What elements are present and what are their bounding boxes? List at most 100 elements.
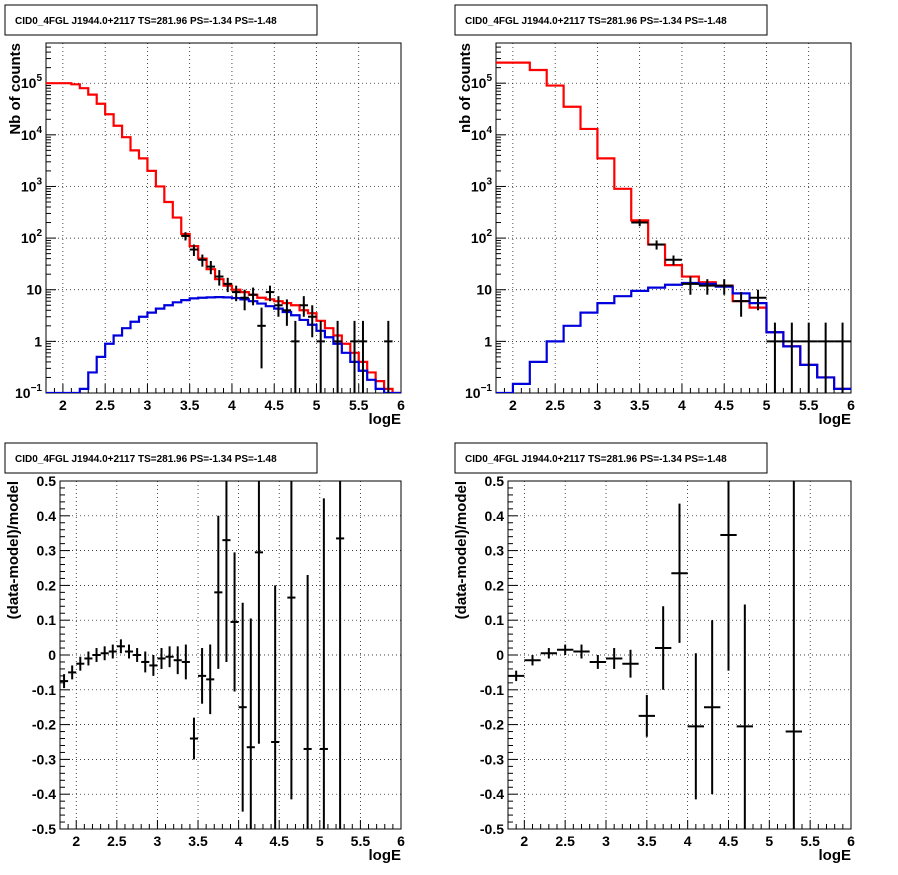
x-axis-title: logE: [819, 847, 852, 864]
residual-point: [84, 651, 93, 666]
residual-point: [92, 648, 101, 662]
residual-point: [655, 606, 672, 690]
y-tick-label: 0.3: [485, 543, 505, 559]
y-tick-label: 0: [496, 647, 504, 663]
residual-point: [638, 695, 655, 737]
residual-point: [704, 620, 721, 795]
y-tick-label: -0.5: [480, 821, 504, 837]
y-tick-label: 0.4: [485, 508, 505, 524]
data-point: [248, 287, 258, 306]
x-tick-label: 4.5: [269, 833, 289, 849]
residual-point: [181, 644, 190, 680]
data-point: [817, 322, 835, 393]
residual-point: [100, 646, 109, 661]
y-tick-label: 0.5: [485, 473, 505, 489]
residual-point: [76, 656, 85, 671]
data-point: [240, 289, 249, 311]
residual-point: [687, 653, 704, 800]
residual-point: [149, 655, 158, 676]
residual-point: [589, 655, 606, 669]
x-tick-label: 2: [72, 833, 80, 849]
y-tick-label: 102: [471, 228, 493, 246]
x-tick-label: 3.5: [180, 397, 200, 413]
y-axis-ticks: [60, 480, 70, 830]
y-axis-title: nb of counts: [457, 43, 474, 133]
y-tick-label: 104: [21, 125, 43, 143]
y-tick-label: 10−1: [15, 383, 42, 401]
residual-point: [116, 639, 125, 654]
title-box: [454, 442, 768, 474]
x-tick-label: 2.5: [545, 397, 565, 413]
y-tick-label: 0: [48, 647, 56, 663]
x-tick-label: 5: [765, 833, 773, 849]
x-tick-label: 4: [678, 397, 686, 413]
data-point: [215, 270, 224, 286]
x-tick-label: 5.5: [351, 833, 371, 849]
residual-point: [736, 604, 753, 829]
data-point: [274, 296, 283, 317]
data-layer: [46, 82, 401, 393]
y-tick-label: 10−1: [465, 383, 492, 401]
y-tick-label: -0.4: [480, 786, 504, 802]
residual-point: [246, 618, 255, 829]
y-axis-title: (data-model)/model: [5, 481, 22, 619]
data-point: [732, 292, 750, 317]
x-tick-label: 2.5: [107, 833, 127, 849]
chart-title: CID0_4FGL J1944.0+2117 TS=281.96 PS=-1.3…: [15, 16, 277, 27]
y-tick-label: -0.4: [32, 786, 56, 802]
x-tick-label: 5: [313, 397, 321, 413]
y-tick-label: 10: [26, 282, 42, 298]
x-tick-label: 4: [228, 397, 236, 413]
data-point: [333, 320, 342, 393]
residual-point: [336, 481, 345, 829]
x-tick-label: 3: [144, 397, 152, 413]
chart-title: CID0_4FGL J1944.0+2117 TS=281.96 PS=-1.3…: [465, 454, 727, 465]
data-point: [698, 279, 716, 295]
x-tick-label: 4.5: [264, 397, 284, 413]
x-tick-label: 5.5: [800, 833, 820, 849]
y-tick-label: -0.5: [32, 821, 56, 837]
residual-point: [124, 644, 134, 659]
data-point: [749, 289, 767, 311]
x-tick-label: 5: [316, 833, 324, 849]
title-box: [4, 442, 318, 474]
x-tick-label: 5.5: [799, 397, 819, 413]
x-axis-ticks: [59, 820, 402, 829]
y-axis-title: Nb of counts: [7, 43, 24, 135]
x-axis-title: logE: [819, 411, 852, 428]
residual-point: [720, 481, 737, 671]
y-tick-label: 10: [476, 282, 492, 298]
x-axis-title: logE: [369, 847, 402, 864]
residual-point: [189, 717, 199, 760]
x-tick-label: 3.5: [188, 833, 208, 849]
y-axis-ticks: [508, 480, 518, 830]
residual-point: [141, 651, 150, 673]
residual-point: [573, 644, 590, 659]
data-point: [257, 307, 266, 369]
residual-point: [785, 481, 802, 829]
chart-title: CID0_4FGL J1944.0+2117 TS=281.96 PS=-1.3…: [465, 16, 727, 27]
residual-point: [303, 574, 312, 829]
residual-point: [319, 498, 328, 829]
residual-point: [198, 648, 207, 704]
y-tick-label: 0.1: [485, 612, 505, 628]
source-model-step-line: [46, 295, 401, 393]
x-tick-label: 3: [602, 833, 610, 849]
data-point: [766, 322, 784, 393]
source-model-step-line: [496, 281, 851, 393]
residual-point: [157, 648, 166, 669]
x-tick-label: 5: [763, 397, 771, 413]
y-tick-label: 0.3: [37, 543, 57, 559]
data-point: [265, 285, 275, 302]
residual-point: [606, 648, 623, 669]
y-tick-label: -0.1: [480, 682, 504, 698]
residual-point: [214, 515, 223, 669]
x-tick-label: 6: [847, 833, 855, 849]
y-tick-label: -0.2: [32, 717, 56, 733]
data-point: [783, 322, 801, 393]
x-axis-ticks: [507, 820, 852, 829]
data-layer: [508, 481, 802, 829]
x-tick-label: 2: [509, 397, 517, 413]
x-axis-title: logE: [369, 411, 402, 428]
data-point: [316, 320, 325, 393]
